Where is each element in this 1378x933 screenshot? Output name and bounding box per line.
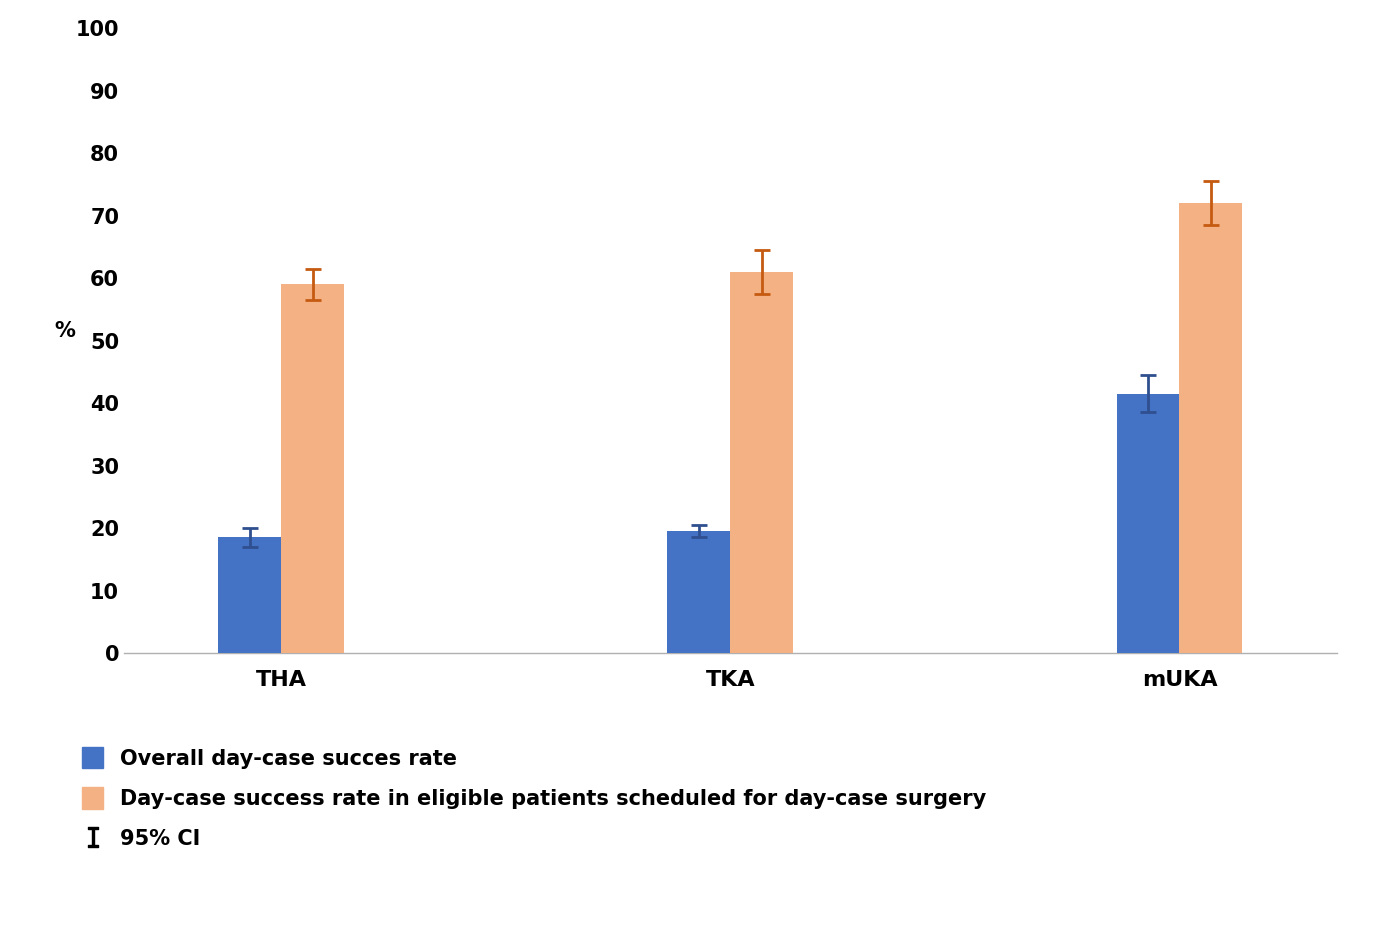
Bar bbox=[1116, 394, 1180, 653]
Bar bbox=[1180, 203, 1243, 653]
Bar bbox=[218, 537, 281, 653]
Bar bbox=[667, 531, 730, 653]
Legend: Overall day-case succes rate, Day-case success rate in eligible patients schedul: Overall day-case succes rate, Day-case s… bbox=[74, 739, 994, 857]
Bar bbox=[730, 272, 794, 653]
Y-axis label: %: % bbox=[54, 321, 74, 341]
Bar bbox=[281, 285, 344, 653]
